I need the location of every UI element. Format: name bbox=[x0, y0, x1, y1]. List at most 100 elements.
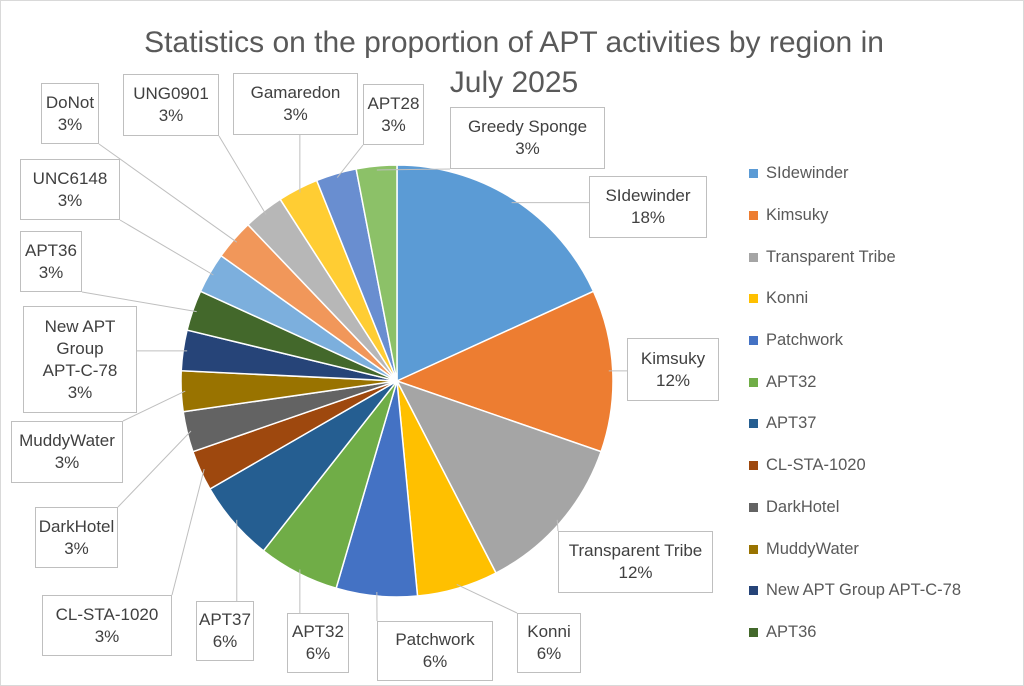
data-label: DoNot 3% bbox=[41, 83, 99, 144]
data-label-name: DarkHotel bbox=[38, 516, 115, 536]
leader-line bbox=[218, 135, 267, 215]
data-label-name: SIdewinder bbox=[605, 186, 691, 205]
leader-line bbox=[117, 430, 192, 508]
data-label-value: 3% bbox=[57, 114, 83, 134]
data-label: APT36 3% bbox=[20, 231, 82, 292]
legend-label: APT37 bbox=[766, 414, 817, 433]
chart-title-line-2: July 2025 bbox=[449, 66, 579, 99]
legend-label: CL-STA-1020 bbox=[766, 456, 866, 475]
chart-title-line-1: Statistics on the proportion of APT acti… bbox=[144, 26, 884, 59]
leader-line bbox=[456, 583, 518, 614]
data-label: Konni 6% bbox=[517, 613, 581, 673]
data-label-value: 6% bbox=[536, 644, 562, 663]
data-label-value: 12% bbox=[618, 563, 653, 582]
leader-line bbox=[98, 143, 238, 243]
data-label-value: 3% bbox=[57, 190, 83, 210]
data-label-name: CL-STA-1020 bbox=[55, 604, 159, 624]
legend-swatch bbox=[749, 211, 758, 221]
leader-line bbox=[376, 168, 451, 171]
data-label: DarkHotel 3% bbox=[35, 507, 118, 568]
pie-slice-greedy-sponge bbox=[355, 164, 398, 382]
data-label: CL-STA-1020 3% bbox=[42, 595, 172, 656]
leader-line bbox=[556, 519, 559, 532]
legend-label: Patchwork bbox=[766, 331, 844, 350]
data-label-value: 3% bbox=[381, 115, 406, 135]
legend-item: Transparent Tribe bbox=[749, 236, 961, 278]
legend-item: New APT Group APT-C-78 bbox=[749, 570, 961, 612]
legend-item: Konni bbox=[749, 278, 961, 320]
legend-swatch bbox=[749, 419, 758, 429]
legend-label: MuddyWater bbox=[766, 539, 859, 558]
legend-swatch bbox=[749, 544, 758, 554]
leader-line bbox=[171, 468, 205, 596]
legend-swatch bbox=[749, 252, 758, 262]
legend: SIdewinder Kimsuky Transparent Tribe Konni P… bbox=[749, 153, 961, 653]
legend-label: DarkHotel bbox=[766, 497, 840, 516]
data-label: SIdewinder 18% bbox=[589, 176, 707, 238]
leader-line bbox=[81, 291, 197, 313]
data-label-name: APT-C-78 bbox=[42, 360, 118, 380]
legend-swatch bbox=[749, 169, 758, 179]
legend-item: APT32 bbox=[749, 361, 961, 403]
data-label-value: 18% bbox=[630, 208, 666, 227]
data-label-name: APT36 bbox=[25, 240, 77, 260]
leader-line bbox=[119, 219, 214, 276]
data-label-value: 6% bbox=[422, 652, 448, 671]
data-label-name: APT28 bbox=[367, 93, 420, 113]
legend-swatch bbox=[749, 294, 758, 304]
data-label-value: 3% bbox=[54, 453, 80, 472]
data-label-value: 3% bbox=[64, 538, 89, 558]
legend-swatch bbox=[749, 627, 758, 637]
legend-item: MuddyWater bbox=[749, 528, 961, 570]
legend-label: APT36 bbox=[766, 622, 817, 641]
legend-label: Konni bbox=[766, 289, 809, 308]
data-label-name: APT37 bbox=[199, 610, 251, 629]
data-label-name: MuddyWater bbox=[19, 431, 115, 450]
data-label-name: Group bbox=[56, 338, 104, 358]
legend-swatch bbox=[749, 586, 758, 596]
pie-slice-transparent-tribe bbox=[395, 379, 603, 574]
leader-line bbox=[122, 390, 186, 422]
data-label: MuddyWater 3% bbox=[11, 421, 123, 483]
legend-label: Kimsuky bbox=[766, 206, 829, 225]
data-label: Gamaredon 3% bbox=[233, 73, 358, 135]
legend-item: Kimsuky bbox=[749, 195, 961, 237]
data-label: New APT Group APT-C-78 3% bbox=[23, 306, 137, 413]
data-label-name: APT32 bbox=[292, 622, 344, 641]
legend-swatch bbox=[749, 377, 758, 387]
legend-item: Patchwork bbox=[749, 320, 961, 362]
data-label-value: 12% bbox=[655, 370, 691, 390]
data-label-name: DoNot bbox=[45, 92, 95, 112]
data-label-name: Greedy Sponge bbox=[467, 117, 588, 136]
data-label: APT37 6% bbox=[196, 601, 254, 661]
data-label-name: New APT bbox=[44, 316, 116, 336]
legend-item: SIdewinder bbox=[749, 153, 961, 195]
data-label: APT28 3% bbox=[363, 84, 424, 145]
data-label-value: 3% bbox=[283, 105, 308, 124]
legend-swatch bbox=[749, 461, 758, 471]
legend-label: New APT Group APT-C-78 bbox=[766, 581, 962, 600]
data-label-value: 3% bbox=[158, 106, 184, 125]
data-label-name: UNG0901 bbox=[133, 84, 209, 103]
legend-item: APT36 bbox=[749, 612, 961, 654]
data-label-name: Kimsuky bbox=[640, 348, 706, 368]
data-label: UNG0901 3% bbox=[123, 74, 219, 136]
data-label: APT32 6% bbox=[287, 613, 349, 673]
data-label-value: 3% bbox=[67, 382, 93, 402]
legend-label: Transparent Tribe bbox=[766, 247, 896, 266]
data-label: Greedy Sponge 3% bbox=[450, 107, 605, 169]
leader-line bbox=[336, 144, 364, 178]
data-label-name: UNC6148 bbox=[32, 168, 108, 188]
legend-label: APT32 bbox=[766, 372, 817, 391]
legend-swatch bbox=[749, 502, 758, 512]
data-label: Transparent Tribe 12% bbox=[558, 531, 713, 593]
data-label-name: Transparent Tribe bbox=[568, 541, 703, 560]
pie-slice-sidewinder bbox=[396, 164, 595, 383]
data-label-name: Gamaredon bbox=[250, 83, 341, 102]
data-label-value: 3% bbox=[515, 139, 540, 158]
data-label-value: 3% bbox=[94, 626, 120, 646]
data-label-name: Konni bbox=[527, 622, 571, 641]
legend-label: SIdewinder bbox=[766, 164, 849, 183]
data-label-name: Patchwork bbox=[395, 630, 475, 649]
legend-item: CL-STA-1020 bbox=[749, 445, 961, 487]
